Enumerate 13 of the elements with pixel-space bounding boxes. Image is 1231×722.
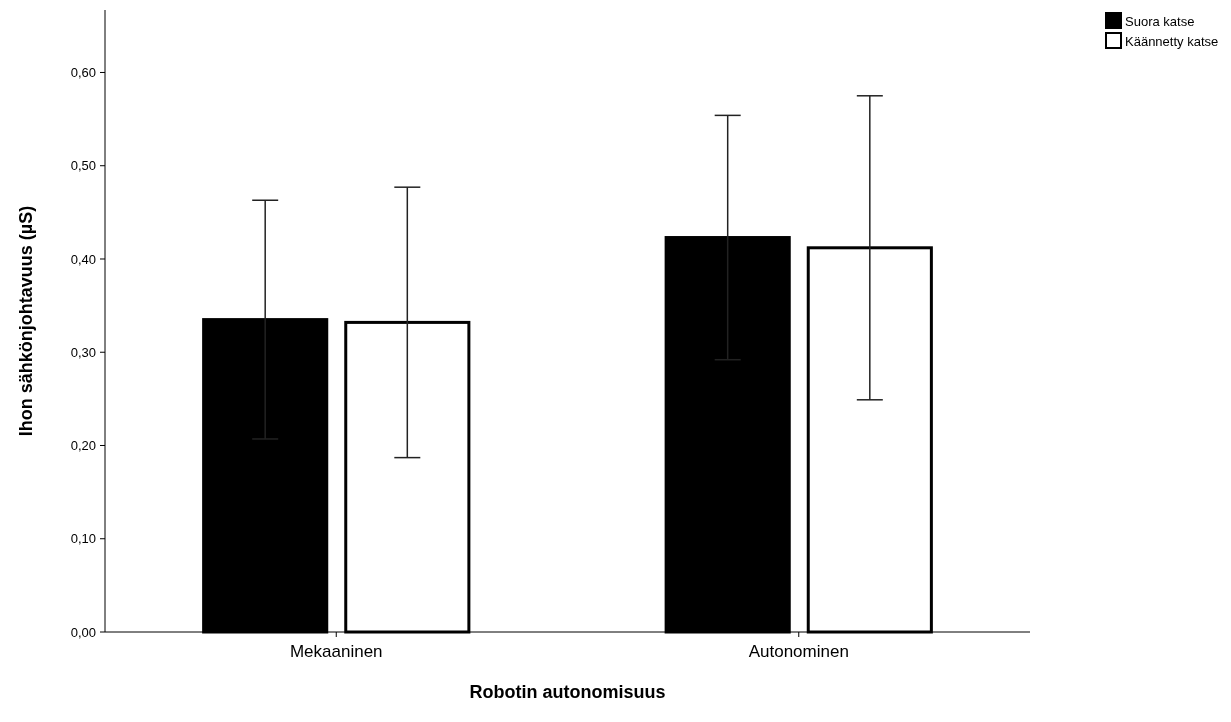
y-tick-label: 0,20: [70, 438, 96, 454]
x-axis-title: Robotin autonomisuus: [469, 682, 666, 702]
y-tick-label: 0,60: [70, 65, 96, 81]
y-tick-label: 0,40: [70, 251, 96, 267]
y-tick-label: 0,30: [70, 344, 96, 360]
y-tick-label: 0,50: [70, 158, 96, 174]
legend-label: Käännetty katse: [1125, 33, 1219, 49]
y-tick-label: 0,00: [70, 624, 96, 640]
x-tick-label: Mekaaninen: [289, 642, 383, 661]
legend-label: Suora katse: [1125, 13, 1195, 29]
y-tick-label: 0,10: [70, 531, 96, 547]
x-tick-label: Autonominen: [748, 642, 849, 661]
y-axis-title: Ihon sähkönjohtavuus (µS): [16, 205, 36, 437]
